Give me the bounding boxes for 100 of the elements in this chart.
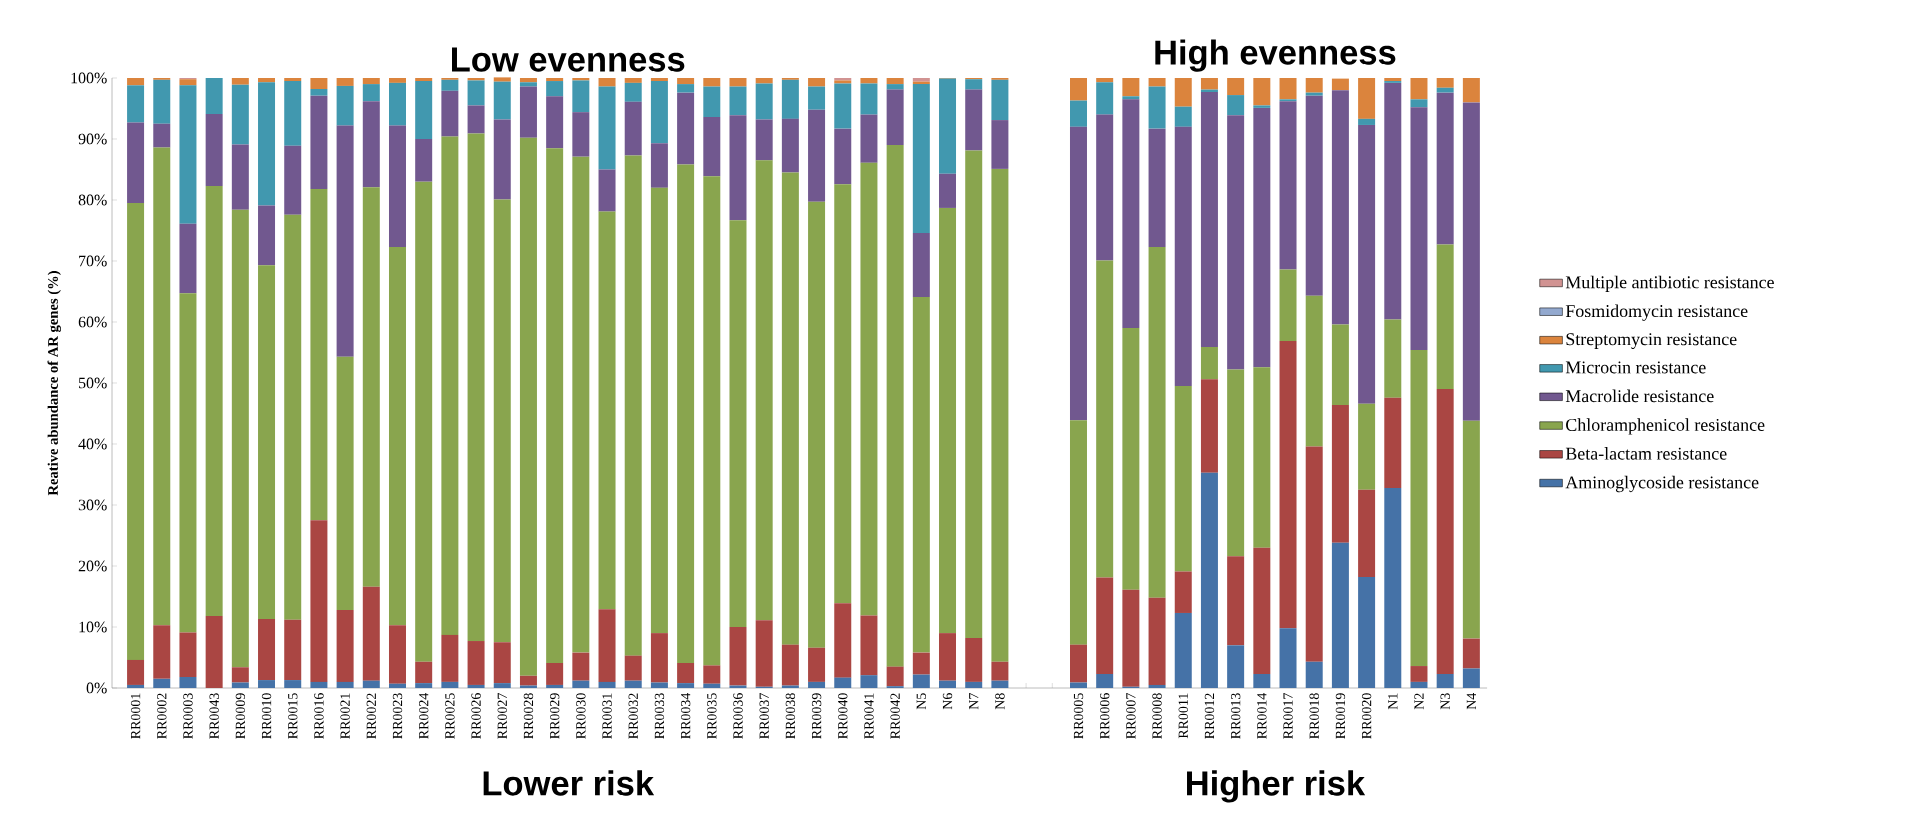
bar	[572, 652, 590, 681]
bar	[336, 681, 354, 688]
bar	[1462, 668, 1480, 688]
bar	[624, 101, 642, 156]
bar	[310, 77, 328, 89]
bar	[912, 77, 930, 82]
x-tick-label: RR0005	[1073, 693, 1084, 739]
bar	[1436, 87, 1454, 93]
bar	[1200, 92, 1218, 348]
bar	[1227, 556, 1245, 646]
bar	[231, 682, 249, 688]
bar	[886, 666, 904, 687]
bar	[1253, 105, 1271, 108]
bar	[388, 246, 406, 626]
bar	[729, 627, 747, 686]
x-tick-label: RR0007	[1126, 693, 1136, 739]
x-tick-label: N3	[1440, 693, 1450, 710]
bar	[1436, 244, 1454, 390]
x-tick-label: RR0008	[1152, 693, 1162, 739]
bar	[441, 136, 459, 635]
bar	[834, 128, 852, 185]
x-tick-label: N1	[1388, 693, 1398, 710]
bar	[624, 655, 642, 681]
bar	[677, 84, 695, 93]
text: Lower risk	[483, 770, 655, 796]
bar	[1069, 100, 1087, 127]
y-tick-label: 90%	[78, 133, 107, 145]
bar	[1384, 487, 1402, 688]
x-tick-label: N7	[969, 693, 979, 710]
x-tick-label: RR0020	[1361, 693, 1372, 739]
bar	[834, 603, 852, 678]
x-tick-label: RR0022	[366, 693, 377, 739]
bar	[336, 125, 354, 357]
y-tick-label: 50%	[79, 377, 107, 389]
bar	[808, 109, 826, 202]
bar	[231, 209, 249, 668]
bar	[179, 79, 197, 86]
bar	[519, 137, 537, 676]
text: High evenness	[1155, 39, 1396, 72]
bar	[808, 77, 826, 87]
bar	[729, 220, 747, 627]
bar	[153, 147, 171, 626]
legend-label: Beta-lactam resistance	[1565, 447, 1727, 460]
bar	[415, 683, 433, 688]
bar	[467, 80, 485, 106]
bar	[1305, 92, 1323, 96]
bar	[755, 620, 773, 687]
bar	[650, 143, 668, 188]
bar	[677, 77, 695, 85]
x-tick-label: RR0031	[602, 693, 612, 739]
bar	[467, 133, 485, 642]
bar	[1148, 77, 1166, 87]
y-tick-label: 70%	[79, 255, 107, 267]
bar	[1069, 644, 1087, 683]
bar	[939, 78, 957, 174]
bar	[1148, 684, 1166, 688]
bar	[755, 83, 773, 120]
bar	[860, 77, 878, 84]
y-tick-label: 60%	[78, 316, 107, 328]
bar	[1096, 673, 1114, 688]
bar	[1122, 77, 1140, 97]
bar	[1096, 77, 1114, 83]
bar	[1200, 472, 1218, 688]
bar	[1410, 107, 1428, 351]
bar	[258, 205, 276, 266]
bar	[153, 79, 171, 124]
text: Low evenness	[452, 47, 685, 72]
bar	[231, 667, 249, 683]
bar	[1227, 645, 1245, 688]
bar	[388, 625, 406, 684]
x-tick-label: RR0001	[130, 693, 141, 739]
bar	[729, 86, 747, 116]
bar	[415, 181, 433, 662]
x-tick-label: RR0013	[1230, 693, 1241, 739]
bar	[1253, 547, 1271, 674]
legend-label: Multiple antibiotic resistance	[1565, 275, 1774, 292]
bar	[572, 80, 590, 113]
bar	[1174, 612, 1192, 688]
bar	[1305, 446, 1323, 662]
x-tick-label: RR0029	[549, 693, 560, 739]
bar	[127, 122, 145, 204]
bar	[205, 113, 223, 186]
bar	[1069, 77, 1087, 101]
x-tick-label: RR0040	[838, 693, 848, 739]
bar	[572, 156, 590, 653]
bar	[546, 77, 564, 82]
bar	[1462, 420, 1480, 639]
bar	[1279, 101, 1297, 270]
bar	[912, 84, 930, 233]
bar	[1358, 403, 1376, 490]
y-tick-label: 30%	[78, 499, 107, 511]
x-tick-label: N4	[1466, 692, 1476, 710]
bar	[362, 680, 380, 688]
bar	[546, 96, 564, 149]
bar	[546, 148, 564, 663]
bar	[284, 81, 302, 146]
bar	[598, 86, 616, 170]
bar	[493, 683, 511, 688]
bar	[493, 77, 511, 82]
bar	[912, 296, 930, 653]
